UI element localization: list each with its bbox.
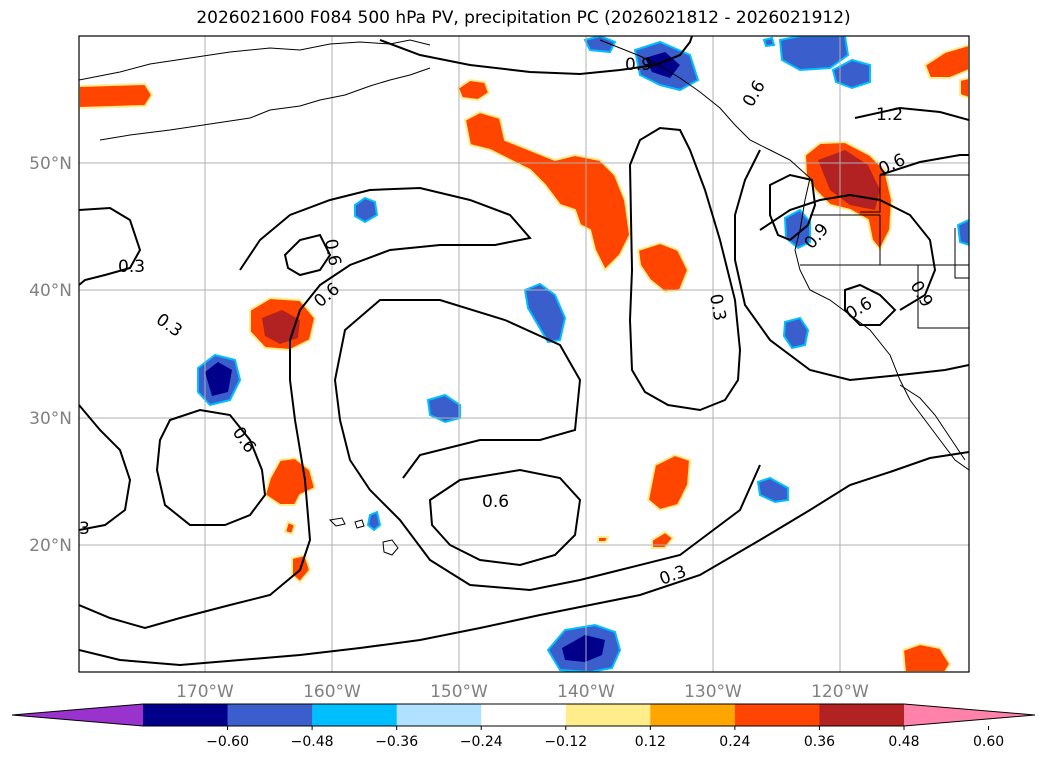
contour-label: 0.6 — [482, 492, 509, 512]
colorbar-tick-label: −0.60 — [206, 734, 249, 750]
map-title: 2026021600 F084 500 hPa PV, precipitatio… — [196, 8, 851, 28]
colorbar-outline — [11, 703, 1036, 727]
gridlines — [79, 36, 969, 672]
colorbar-tick-label: 0.36 — [804, 734, 835, 750]
contour-label: 0.3 — [118, 257, 145, 277]
plot-frame — [78, 35, 970, 673]
lon-label: 160°W — [303, 682, 361, 702]
colorbar-segment — [481, 704, 567, 726]
precip-positive-area — [283, 520, 297, 536]
precip-positive-area — [597, 536, 610, 543]
precip-positive-area — [456, 78, 491, 102]
precip-negative-area — [956, 218, 969, 247]
precip-strong-negative — [205, 362, 232, 396]
lat-label: 50°N — [29, 154, 72, 174]
lon-label: 170°W — [176, 682, 234, 702]
colorbar-segment — [312, 704, 398, 726]
colorbar-segment — [734, 704, 820, 726]
colorbar-extend-high — [904, 704, 1035, 726]
precip-positive-area — [79, 82, 154, 110]
contour-label: 0.6 — [320, 237, 344, 267]
contour-label: 1.2 — [876, 105, 903, 125]
precip-negative-area — [778, 36, 850, 72]
colorbar-tick-label: −0.36 — [375, 734, 418, 750]
colorbar-tick-label: −0.24 — [460, 734, 503, 750]
contour-label: 0.9 — [625, 55, 652, 75]
precip-positive-area — [959, 76, 969, 100]
precip-negative-area — [523, 282, 567, 344]
colorbar-segment — [565, 704, 651, 726]
lat-label: 20°N — [29, 536, 72, 556]
lat-label: 40°N — [29, 281, 72, 301]
lon-label: 140°W — [557, 682, 615, 702]
colorbar-tick-label: 0.12 — [635, 734, 666, 750]
precip-negative-area — [583, 36, 617, 54]
colorbar-tick-label: −0.12 — [544, 734, 587, 750]
precip-positive-area — [901, 642, 952, 672]
colorbar-segment — [396, 704, 482, 726]
precip-negative-area — [831, 58, 871, 90]
precip-positive-area — [463, 110, 632, 272]
lat-label: 30°N — [29, 409, 72, 429]
colorbar-segment — [227, 704, 313, 726]
lon-label: 120°W — [811, 682, 869, 702]
precip-negative-area — [782, 316, 810, 350]
pv-contours — [79, 36, 969, 667]
precip-negative-area — [762, 36, 776, 48]
colorbar-segment — [143, 704, 229, 726]
colorbar-segment — [650, 704, 736, 726]
precip-negative-area — [366, 510, 382, 532]
lon-label: 130°W — [684, 682, 742, 702]
colorbar-tick-label: 0.60 — [973, 734, 1004, 750]
precip-negative-area — [756, 476, 789, 504]
precip-strong-positive — [818, 150, 880, 210]
colorbar-tick-label: 0.48 — [888, 734, 919, 750]
contour-label: 3 — [79, 519, 90, 539]
coastlines — [79, 39, 969, 556]
contour-label: 0.3 — [705, 292, 729, 322]
colorbar-tick-label: −0.48 — [291, 734, 334, 750]
precip-positive-area — [651, 530, 675, 549]
colorbar: −0.60 −0.48 −0.36 −0.24 −0.12 0.12 0.24 0.36 0.4… — [11, 703, 1036, 750]
longitude-labels: 170°W 160°W 150°W 140°W 130°W 120°W — [176, 682, 869, 702]
precip-positive-area — [646, 453, 692, 512]
precip-strong-negative — [562, 635, 605, 662]
lon-label: 150°W — [430, 682, 488, 702]
colorbar-tick-label: 0.24 — [719, 734, 750, 750]
colorbar-extend-low — [12, 704, 143, 726]
plot-area — [79, 36, 969, 672]
precip-negative-area — [354, 196, 379, 224]
colorbar-segment — [819, 704, 905, 726]
precip-positive-area — [923, 43, 969, 79]
latitude-labels: 50°N 40°N 30°N 20°N — [29, 154, 72, 556]
